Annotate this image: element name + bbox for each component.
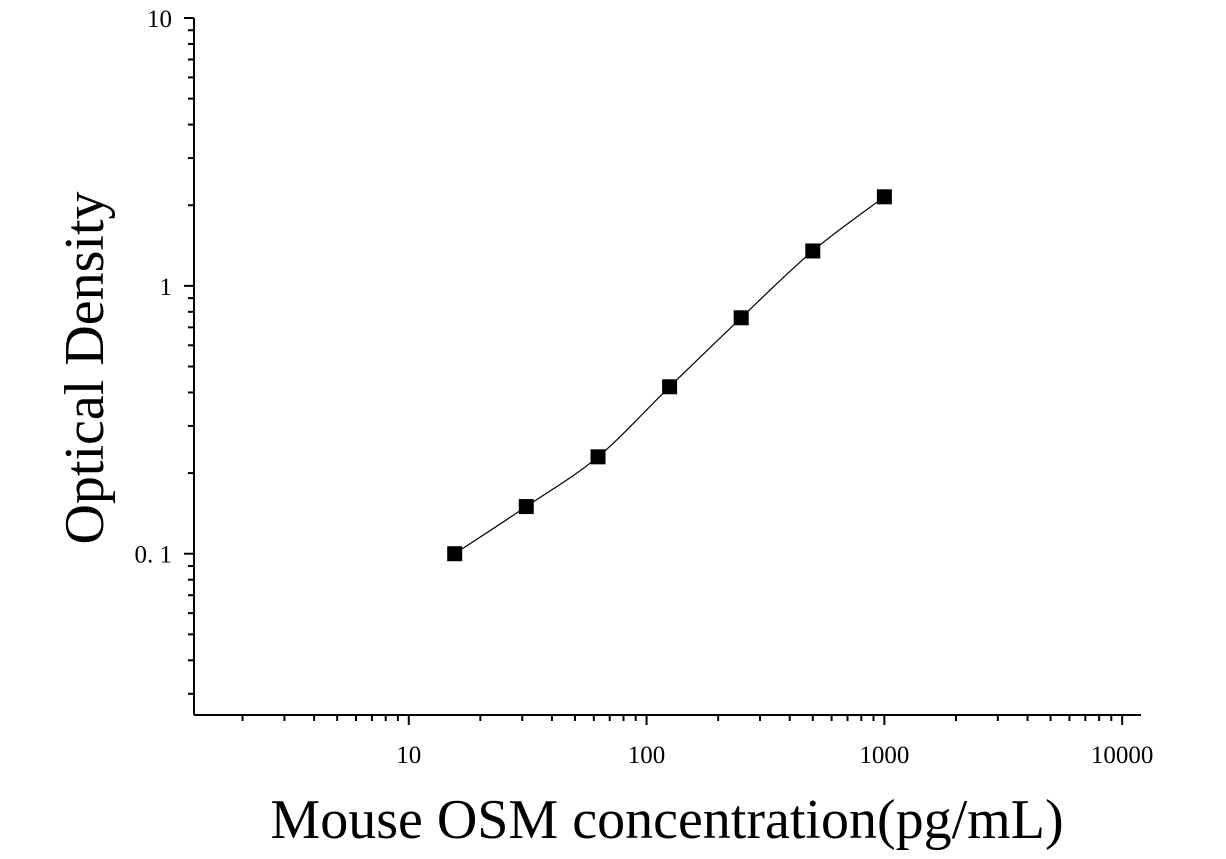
data-point-layer bbox=[447, 189, 892, 562]
data-point-marker bbox=[447, 546, 463, 562]
y-tick-label: 10 bbox=[147, 6, 172, 33]
data-point-marker bbox=[733, 310, 749, 326]
x-tick-label: 10 bbox=[396, 742, 421, 769]
y-axis-title: Optical Density bbox=[54, 191, 116, 544]
data-point-marker bbox=[662, 379, 678, 395]
y-ticks: 0. 1 1 10 bbox=[135, 6, 194, 695]
x-tick-label: 100 bbox=[628, 742, 666, 769]
data-point-marker bbox=[805, 243, 821, 259]
axes bbox=[193, 18, 1141, 716]
data-point-marker bbox=[590, 449, 606, 465]
y-tick-label: 1 bbox=[160, 274, 173, 301]
y-tick-label: 0. 1 bbox=[135, 542, 173, 569]
x-tick-label: 1000 bbox=[859, 742, 909, 769]
x-axis-title: Mouse OSM concentration(pg/mL) bbox=[270, 789, 1063, 851]
data-point-marker bbox=[518, 499, 534, 515]
data-point-marker bbox=[876, 189, 892, 205]
x-tick-label: 10000 bbox=[1091, 742, 1154, 769]
x-ticks: 10 100 1000 10000 bbox=[241, 715, 1154, 769]
